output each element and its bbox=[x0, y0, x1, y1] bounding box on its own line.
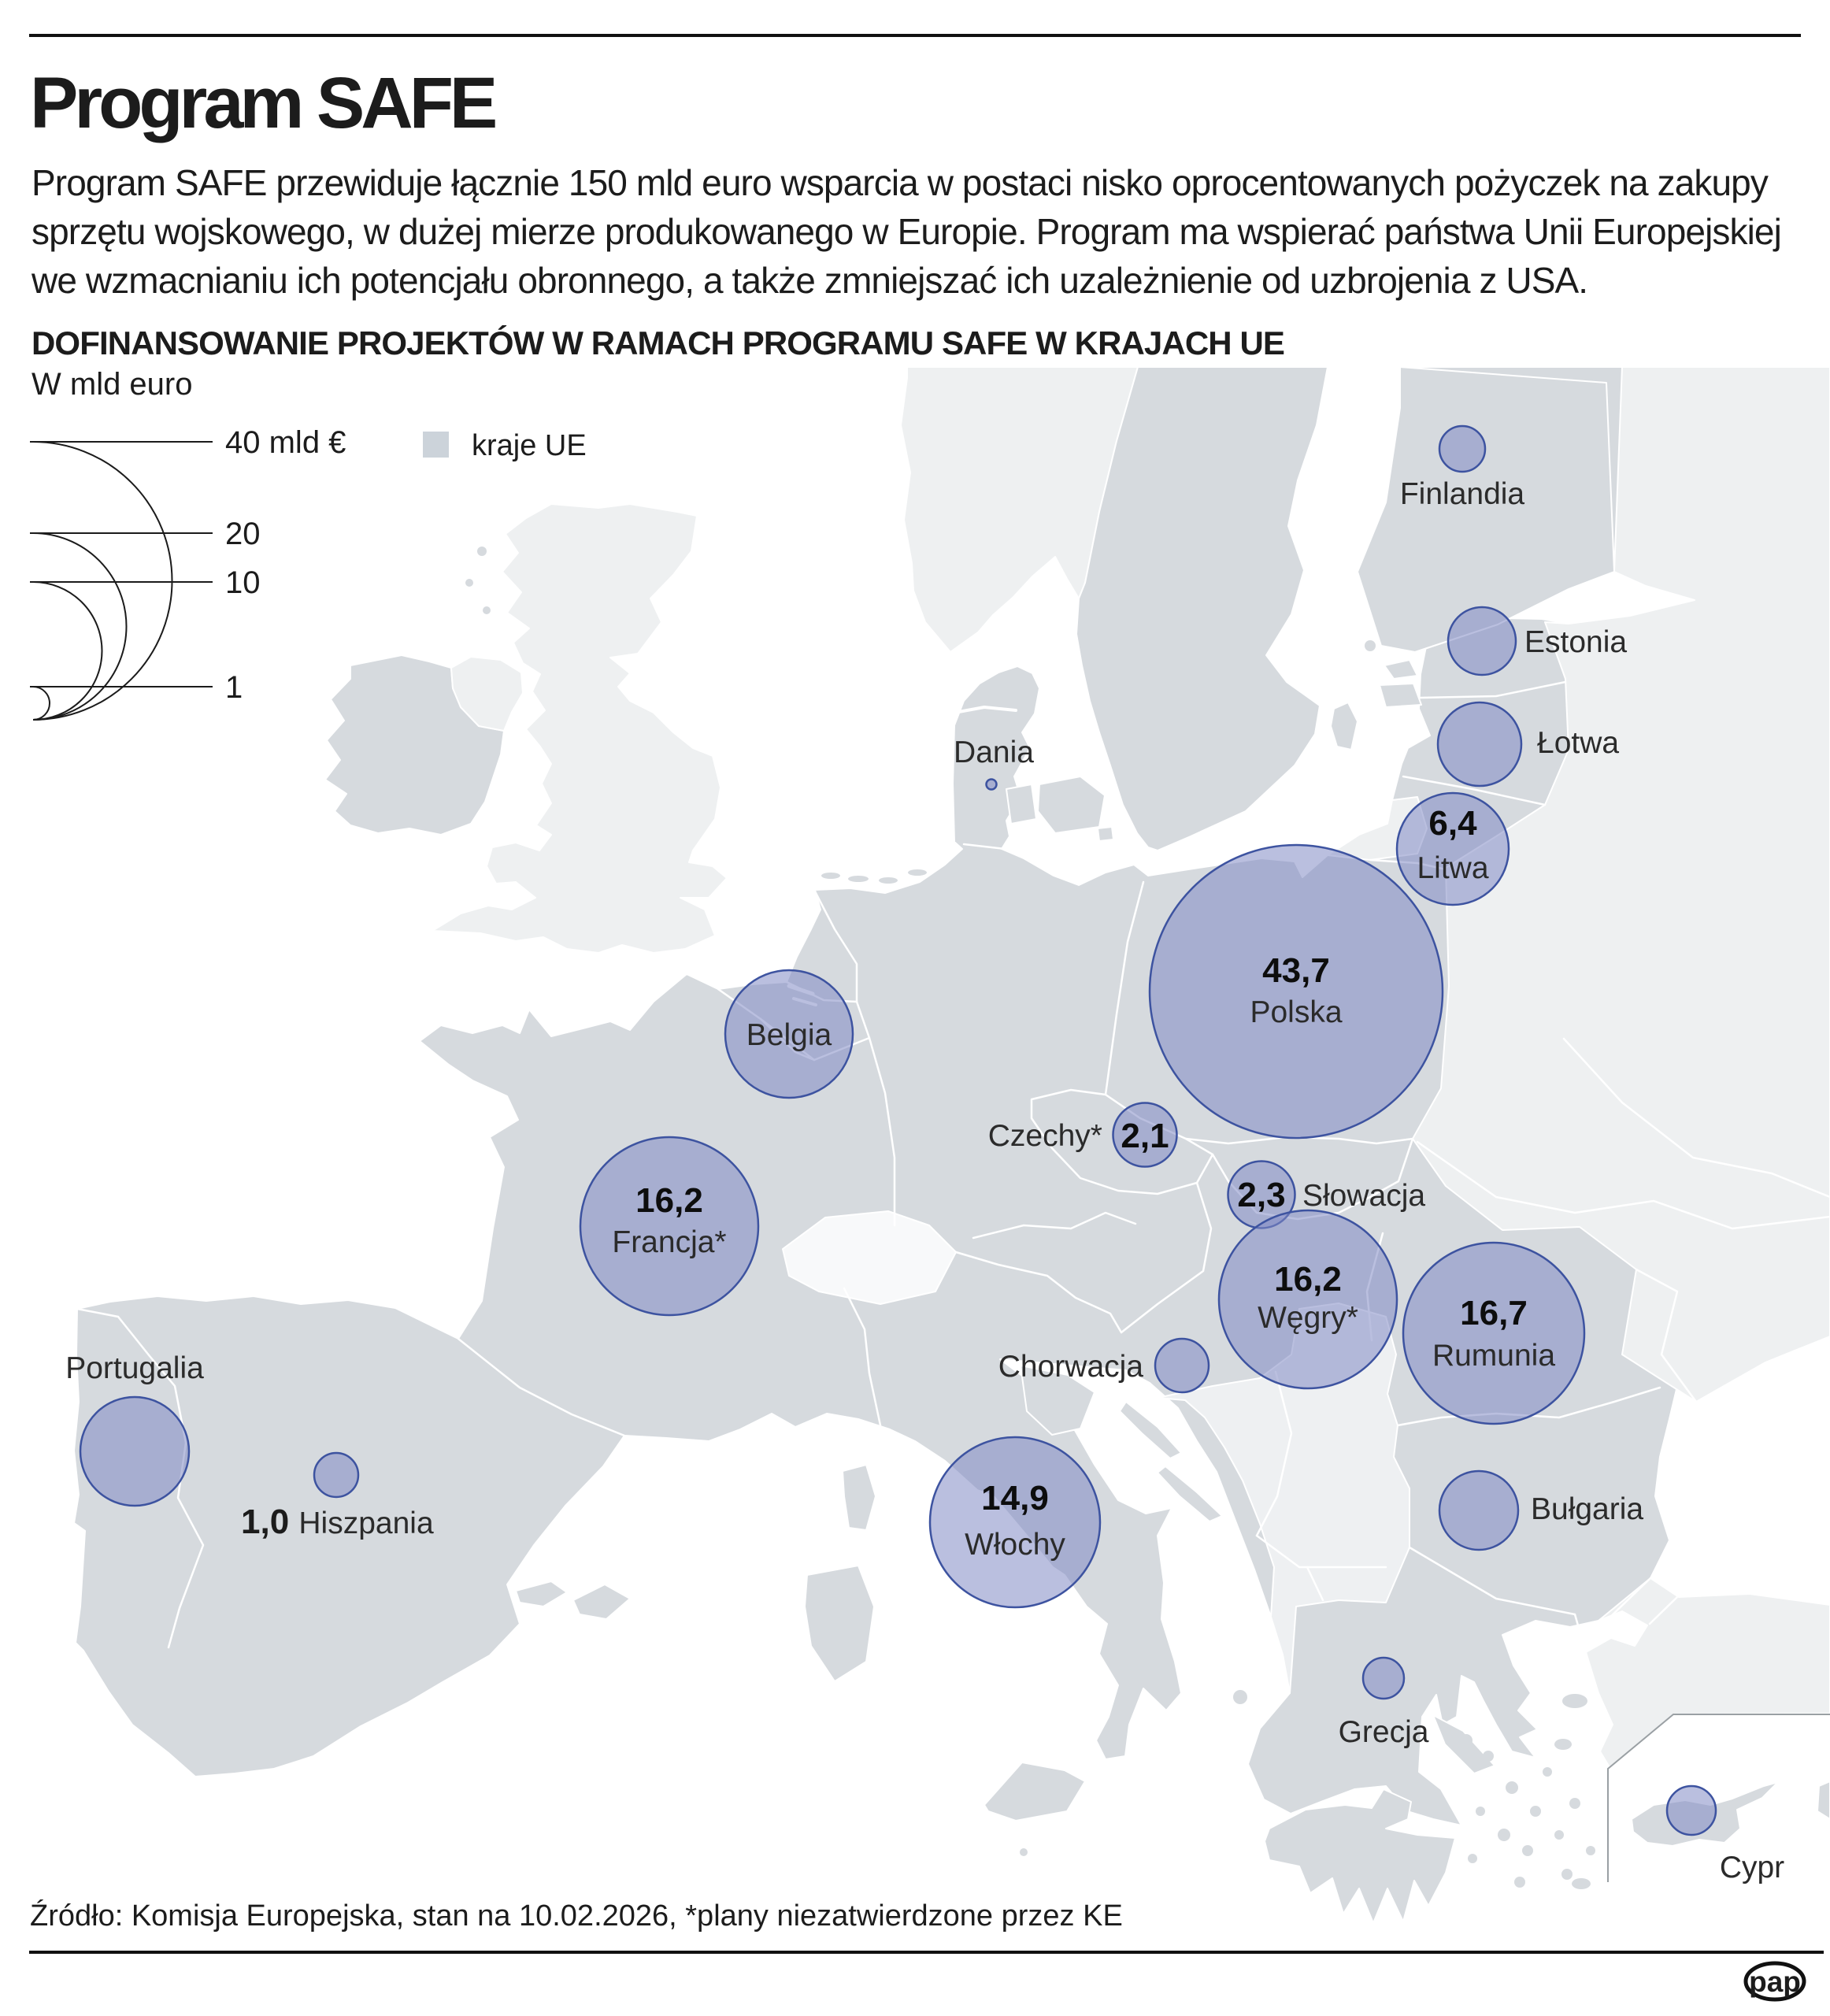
svg-text:40 mld €: 40 mld € bbox=[225, 425, 346, 460]
svg-text:Rumunia: Rumunia bbox=[1432, 1339, 1555, 1373]
svg-text:Litwa: Litwa bbox=[1417, 851, 1488, 885]
svg-text:Włochy: Włochy bbox=[965, 1528, 1065, 1562]
svg-text:Grecja: Grecja bbox=[1339, 1715, 1429, 1749]
svg-text:W mld euro: W mld euro bbox=[31, 367, 193, 402]
svg-text:1: 1 bbox=[225, 670, 243, 705]
svg-text:Estonia: Estonia bbox=[1524, 625, 1627, 659]
svg-text:6,4: 6,4 bbox=[1428, 804, 1477, 843]
svg-text:Bułgaria: Bułgaria bbox=[1531, 1492, 1643, 1526]
svg-text:16,2: 16,2 bbox=[635, 1181, 703, 1220]
svg-text:kraje UE: kraje UE bbox=[472, 429, 587, 462]
svg-text:1,0 Hiszpania: 1,0 Hiszpania bbox=[241, 1503, 434, 1541]
svg-text:Portugalia: Portugalia bbox=[65, 1351, 204, 1385]
svg-text:16,7: 16,7 bbox=[1460, 1294, 1528, 1332]
svg-text:43,7: 43,7 bbox=[1262, 951, 1330, 990]
svg-text:10: 10 bbox=[225, 565, 261, 600]
svg-text:Belgia: Belgia bbox=[746, 1018, 832, 1052]
svg-text:we wzmacnianiu ich potencjału: we wzmacnianiu ich potencjału obronnego,… bbox=[31, 260, 1587, 301]
svg-text:Źródło: Komisja Europejska, st: Źródło: Komisja Europejska, stan na 10.0… bbox=[30, 1899, 1123, 1933]
svg-text:Czechy*: Czechy* bbox=[988, 1119, 1102, 1153]
svg-text:DOFINANSOWANIE PROJEKTÓW W RAM: DOFINANSOWANIE PROJEKTÓW W RAMACH PROGRA… bbox=[31, 324, 1284, 361]
svg-text:Polska: Polska bbox=[1250, 995, 1342, 1029]
svg-text:16,2: 16,2 bbox=[1274, 1260, 1342, 1299]
svg-text:Finlandia: Finlandia bbox=[1400, 477, 1525, 511]
svg-text:20: 20 bbox=[225, 517, 261, 551]
svg-text:Chorwacja: Chorwacja bbox=[998, 1350, 1144, 1384]
svg-text:2,1: 2,1 bbox=[1121, 1117, 1169, 1155]
svg-text:14,9: 14,9 bbox=[981, 1479, 1049, 1518]
svg-text:Francja*: Francja* bbox=[612, 1225, 726, 1259]
svg-text:pap: pap bbox=[1749, 1966, 1801, 1998]
svg-text:Łotwa: Łotwa bbox=[1537, 726, 1619, 760]
svg-text:Program SAFE przewiduje łączni: Program SAFE przewiduje łącznie 150 mld … bbox=[31, 162, 1769, 203]
svg-text:Cypr: Cypr bbox=[1720, 1851, 1784, 1884]
svg-text:Dania: Dania bbox=[954, 736, 1034, 769]
svg-text:Węgry*: Węgry* bbox=[1258, 1301, 1358, 1335]
svg-text:Słowacja: Słowacja bbox=[1302, 1179, 1425, 1213]
svg-text:2,3: 2,3 bbox=[1237, 1176, 1285, 1214]
svg-text:sprzętu wojskowego, w dużej mi: sprzętu wojskowego, w dużej mierze produ… bbox=[31, 211, 1781, 252]
svg-text:Program SAFE: Program SAFE bbox=[30, 63, 495, 143]
